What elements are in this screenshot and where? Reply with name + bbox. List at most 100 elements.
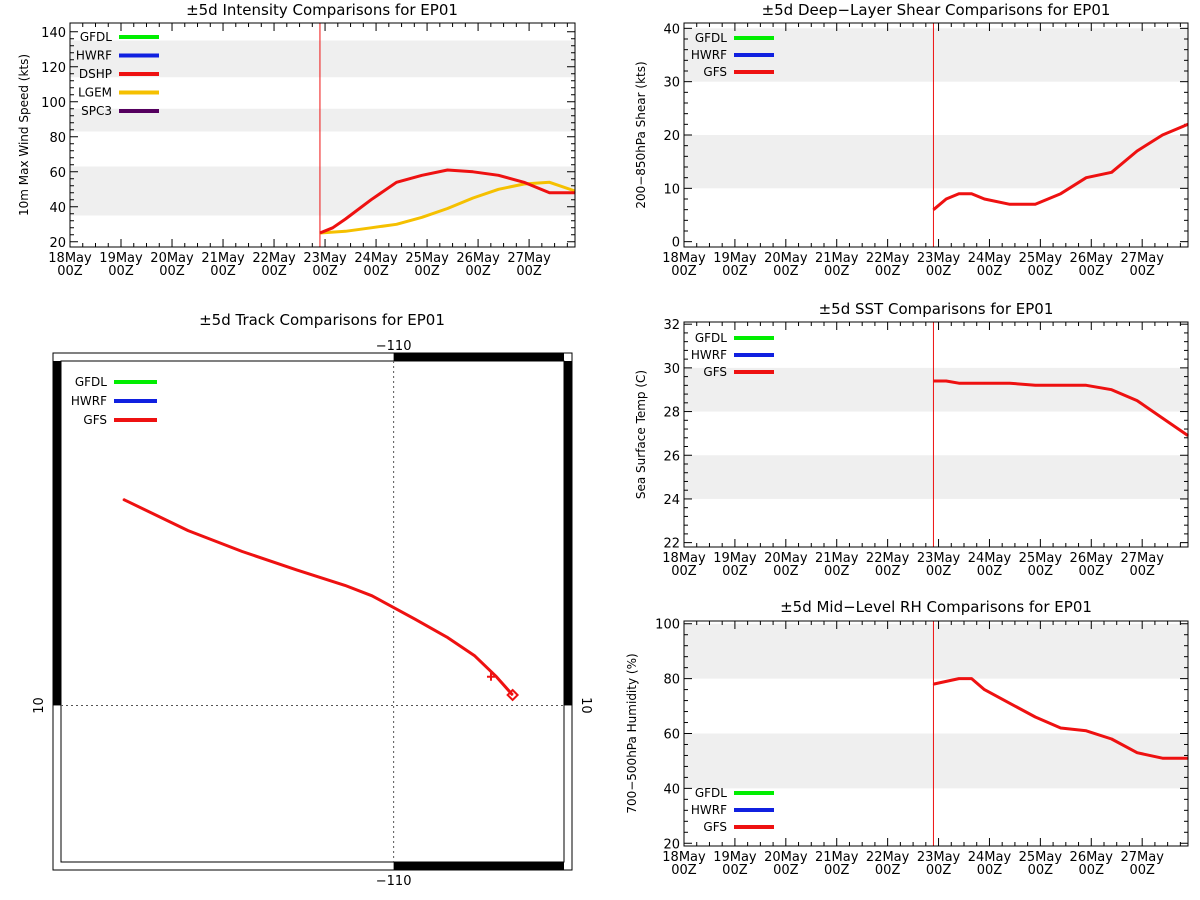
series-gfs-point — [1136, 150, 1138, 152]
legend-label-gfs: GFS — [703, 820, 727, 834]
series-lgem-point — [548, 181, 551, 183]
legend-label-gfdl: GFDL — [75, 375, 107, 389]
x-tick-label-day: 18May — [48, 251, 92, 266]
x-tick-label-hour: 00Z — [465, 264, 491, 279]
x-tick-label-day: 20May — [764, 551, 808, 566]
legend-label-hwrf: HWRF — [76, 49, 112, 63]
x-tick-label-day: 27May — [1120, 850, 1164, 865]
track-gfs-point — [344, 584, 346, 587]
x-tick-label-hour: 00Z — [977, 264, 1003, 279]
series-gfs-point — [945, 380, 947, 382]
x-tick-label-day: 27May — [1120, 551, 1164, 566]
x-tick-label-hour: 00Z — [1129, 264, 1155, 279]
x-tick-label-hour: 00Z — [516, 264, 542, 279]
series-lgem-point — [421, 216, 423, 218]
series-gfs-point — [1111, 389, 1113, 391]
series-gfs-point — [1161, 134, 1164, 136]
map-border-bar-left — [53, 361, 61, 706]
chart-title: ±5d Track Comparisons for EP01 — [199, 311, 445, 329]
series-lgem-point — [446, 207, 449, 210]
x-tick-label-hour: 00Z — [824, 564, 850, 579]
x-tick-label-day: 25May — [405, 251, 449, 266]
series-lgem-point — [395, 223, 398, 225]
y-tick-label: 26 — [663, 449, 680, 464]
chart-title: ±5d SST Comparisons for EP01 — [819, 300, 1054, 318]
series-lgem-point — [472, 197, 474, 199]
x-tick-label-hour: 00Z — [159, 264, 185, 279]
lon-label-top: −110 — [376, 339, 412, 354]
x-tick-label-hour: 00Z — [108, 264, 134, 279]
x-tick-label-hour: 00Z — [722, 264, 748, 279]
band-1 — [70, 108, 575, 132]
band-0 — [684, 455, 1188, 499]
series-gfs-line — [933, 677, 1188, 760]
map-border-bar-top — [393, 353, 564, 361]
x-tick-label-day: 25May — [1019, 551, 1063, 566]
x-tick-label-day: 20May — [764, 251, 808, 266]
series-gfs-point — [1161, 417, 1164, 419]
map-outer-frame — [52, 352, 573, 871]
x-tick-label-hour: 00Z — [977, 564, 1003, 579]
track-gfs-point — [371, 595, 373, 597]
series-gfs-point — [1085, 177, 1087, 179]
series-gfs-point — [1009, 382, 1011, 384]
x-tick-label-day: 19May — [713, 251, 757, 266]
series-gfs-point — [983, 198, 985, 200]
y-tick-label: 60 — [49, 166, 66, 181]
x-tick-label-hour: 00Z — [875, 264, 901, 279]
series-lgem-point — [497, 188, 500, 190]
series-gfs-point — [958, 193, 960, 195]
series-dshp-point — [319, 232, 321, 234]
y-tick-label: 20 — [663, 837, 680, 852]
x-tick-label-day: 20May — [764, 850, 808, 865]
y-tick-label: 22 — [663, 537, 680, 552]
x-tick-label-hour: 00Z — [773, 564, 799, 579]
lat-label-left: 10 — [32, 697, 47, 714]
chart-track: ±5d Track Comparisons for EP01 −110 −110 10… — [32, 311, 593, 889]
legend-label-hwrf: HWRF — [71, 394, 107, 408]
track-gfs-point — [512, 694, 514, 696]
x-tick-label-hour: 00Z — [1129, 564, 1155, 579]
y-tick-label: 80 — [49, 131, 66, 146]
band-0 — [684, 733, 1188, 789]
series-gfs-point — [932, 683, 935, 685]
x-tick-label-hour: 00Z — [671, 564, 697, 579]
x-tick-label-day: 24May — [968, 251, 1012, 266]
x-tick-label-hour: 00Z — [312, 264, 338, 279]
x-tick-label-hour: 00Z — [1079, 863, 1105, 878]
y-tick-label: 100 — [655, 618, 680, 633]
x-tick-label-day: 24May — [968, 551, 1012, 566]
x-tick-label-hour: 00Z — [671, 863, 697, 878]
x-tick-label-day: 21May — [815, 850, 859, 865]
x-tick-label-hour: 00Z — [1028, 863, 1054, 878]
y-tick-label: 100 — [41, 96, 66, 111]
x-tick-label-hour: 00Z — [261, 264, 287, 279]
x-tick-label-day: 22May — [866, 551, 910, 566]
x-tick-label-hour: 00Z — [722, 564, 748, 579]
series-dshp-point — [332, 227, 334, 229]
series-gfs-point — [1136, 400, 1138, 402]
y-tick-label: 32 — [663, 318, 680, 333]
legend-label-hwrf: HWRF — [691, 348, 727, 362]
x-tick-label-day: 24May — [968, 850, 1012, 865]
legend-label-hwrf: HWRF — [691, 803, 727, 817]
series-gfs-point — [983, 382, 985, 384]
x-tick-label-day: 26May — [1070, 850, 1114, 865]
series-dshp-point — [497, 174, 500, 176]
x-tick-label-hour: 00Z — [57, 264, 83, 279]
track-gfs-point — [241, 550, 243, 553]
x-tick-label-day: 22May — [866, 850, 910, 865]
x-tick-label-hour: 00Z — [773, 264, 799, 279]
track-gfs-point — [447, 636, 449, 639]
x-tick-label-day: 25May — [1019, 850, 1063, 865]
y-axis-label: 10m Max Wind Speed (kts) — [17, 54, 31, 216]
track-gfs-point — [495, 676, 497, 678]
x-tick-label-hour: 00Z — [926, 863, 952, 878]
x-tick-label-day: 18May — [662, 850, 706, 865]
series-gfs-point — [1111, 171, 1113, 173]
series-gfs-point — [945, 198, 947, 200]
plot-frame — [683, 22, 1189, 248]
series-gfs-point — [1060, 193, 1062, 195]
x-tick-label-day: 26May — [1070, 251, 1114, 266]
